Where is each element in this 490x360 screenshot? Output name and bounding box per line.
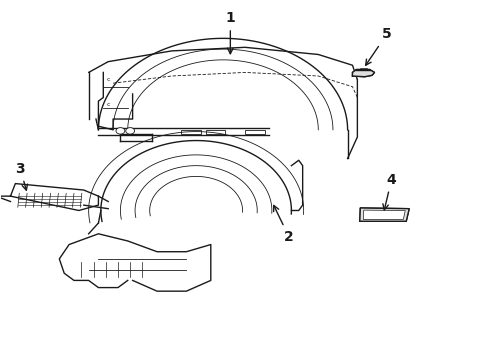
Text: 4: 4 [383, 172, 396, 210]
Circle shape [116, 128, 125, 134]
Polygon shape [352, 69, 374, 77]
Text: 1: 1 [225, 11, 235, 54]
Text: 2: 2 [274, 206, 294, 244]
Polygon shape [363, 210, 405, 220]
Text: c: c [106, 77, 110, 82]
Bar [245, 130, 265, 134]
Text: 5: 5 [366, 27, 392, 65]
Text: 3: 3 [15, 162, 27, 190]
Bar [206, 130, 225, 134]
Circle shape [126, 128, 135, 134]
Text: c: c [106, 103, 110, 108]
Bar [181, 130, 201, 134]
Polygon shape [360, 208, 409, 221]
